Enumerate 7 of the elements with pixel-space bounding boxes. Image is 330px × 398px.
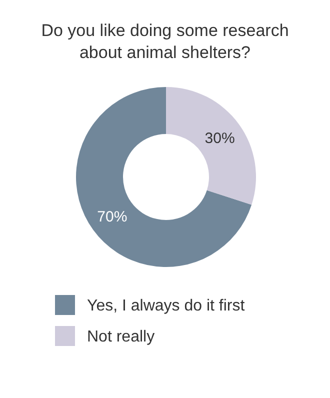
data-label: 70%: [97, 208, 128, 226]
legend-label: Yes, I always do it first: [87, 298, 246, 315]
legend-label: Not really: [87, 328, 155, 346]
data-label: 30%: [204, 130, 235, 148]
donut-slice: [76, 87, 252, 267]
chart-title: Do you like doing some research about animal shelters?: [41, 21, 289, 62]
donut-slice: [166, 87, 256, 205]
